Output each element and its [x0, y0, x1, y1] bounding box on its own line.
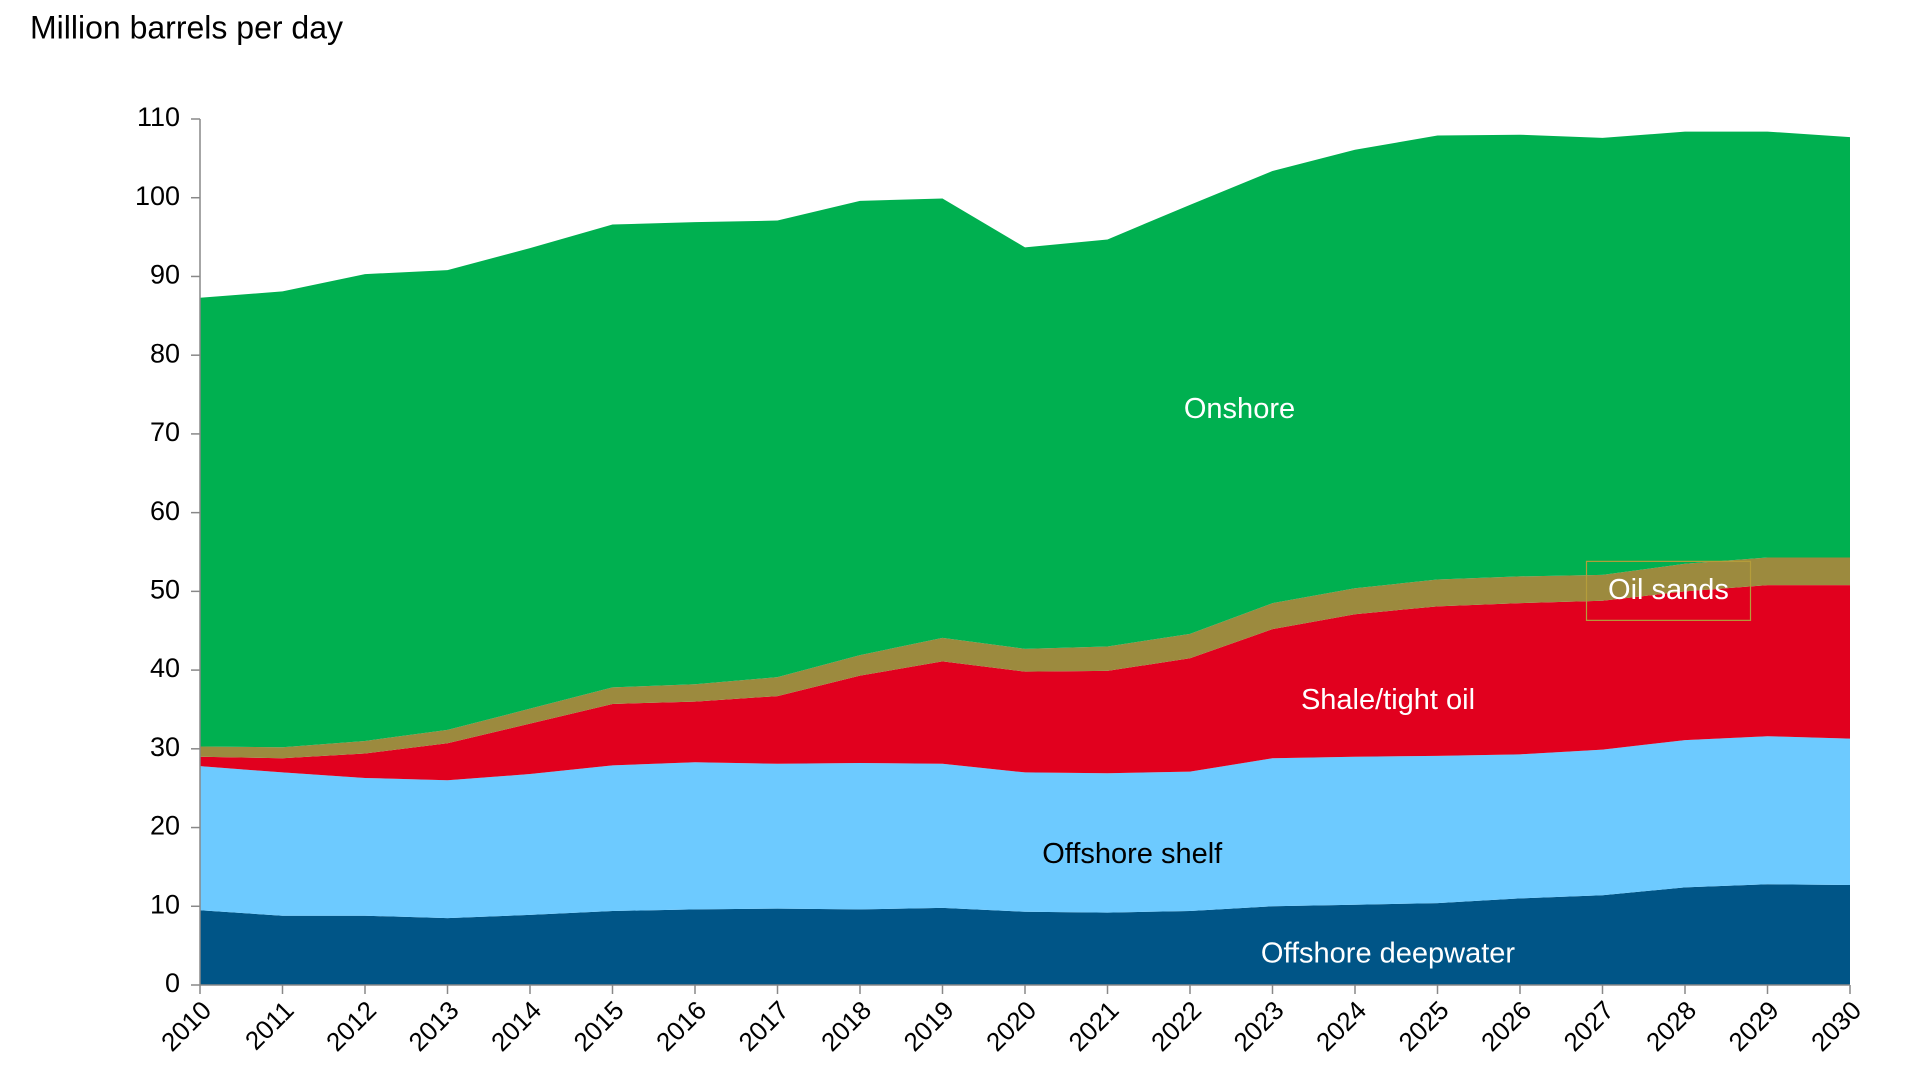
area [200, 585, 1850, 781]
x-tick-label: 2010 [155, 995, 217, 1057]
x-tick-label: 2028 [1640, 995, 1702, 1057]
x-tick-label: 2025 [1392, 995, 1454, 1057]
x-tick-label: 2020 [980, 995, 1042, 1057]
x-tick-label: 2023 [1227, 995, 1289, 1057]
series-label: Offshore shelf [1042, 838, 1223, 870]
x-tick-label: 2026 [1475, 995, 1537, 1057]
chart-title: Million barrels per day [30, 9, 343, 45]
area [200, 736, 1850, 919]
y-tick-label: 110 [137, 102, 180, 132]
y-tick-label: 0 [165, 968, 180, 998]
areas [200, 131, 1850, 985]
x-tick-label: 2012 [320, 995, 382, 1057]
y-tick-label: 20 [150, 811, 180, 841]
area [200, 557, 1850, 759]
y-tick-label: 100 [135, 181, 180, 211]
y-tick-label: 50 [150, 574, 180, 604]
y-tick-label: 70 [150, 417, 180, 447]
x-tick-label: 2021 [1062, 995, 1124, 1057]
label-box [1585, 560, 1752, 621]
y-tick-label: 10 [150, 889, 180, 919]
x-tick-label: 2011 [239, 995, 300, 1056]
y-tick-label: 60 [150, 496, 180, 526]
area [200, 131, 1850, 748]
series-label: Oil sands [1608, 574, 1729, 606]
x-tick-label: 2014 [485, 995, 547, 1057]
x-tick-label: 2013 [402, 995, 464, 1057]
x-tick-label: 2030 [1805, 995, 1867, 1057]
x-tick-label: 2024 [1310, 995, 1372, 1057]
x-tick-label: 2017 [732, 995, 794, 1057]
series-label: Offshore deepwater [1261, 938, 1516, 970]
series-label: Shale/tight oil [1301, 684, 1475, 716]
x-tick-label: 2022 [1145, 995, 1207, 1057]
y-tick-label: 30 [150, 732, 180, 762]
y-tick-label: 90 [150, 260, 180, 290]
y-tick-label: 40 [150, 653, 180, 683]
x-tick-label: 2018 [815, 995, 877, 1057]
x-tick-label: 2016 [650, 995, 712, 1057]
x-tick-label: 2019 [897, 995, 959, 1057]
y-tick-label: 80 [150, 338, 180, 368]
area [200, 884, 1850, 985]
x-tick-label: 2029 [1722, 995, 1784, 1057]
x-tick-label: 2015 [567, 995, 629, 1057]
series-label: Onshore [1184, 393, 1295, 425]
x-tick-label: 2027 [1557, 995, 1619, 1057]
